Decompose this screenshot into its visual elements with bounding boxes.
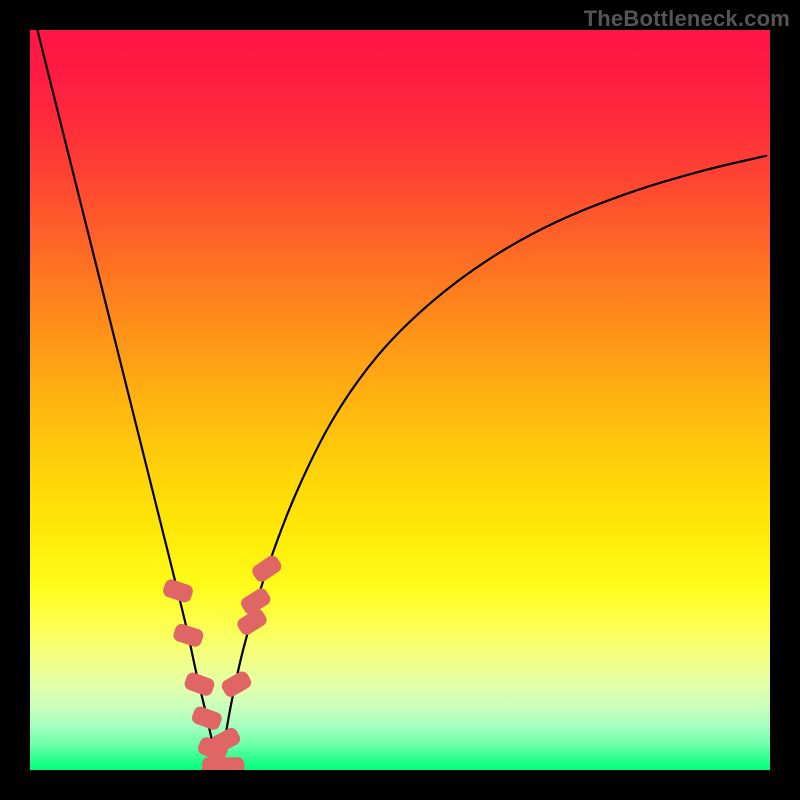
gradient-background [30,30,770,770]
watermark-text: TheBottleneck.com [584,6,790,32]
chart-frame: TheBottleneck.com [0,0,800,800]
bottleneck-chart [30,30,770,770]
data-marker [216,758,244,770]
